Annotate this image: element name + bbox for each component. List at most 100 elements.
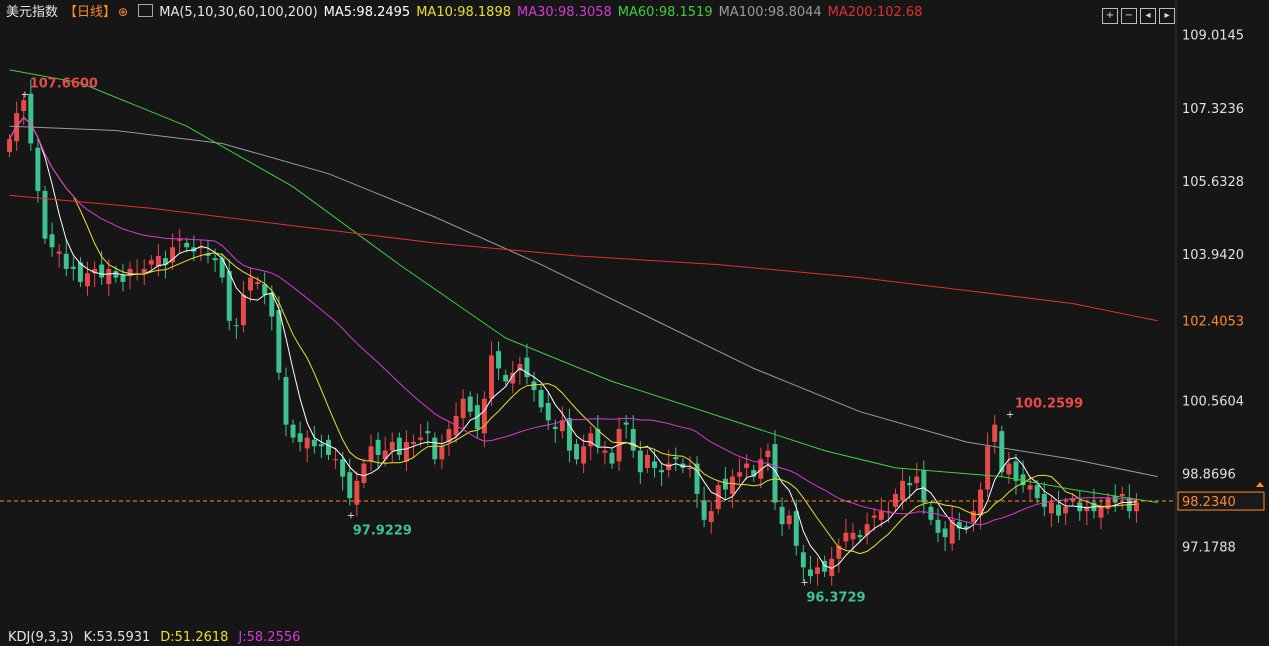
candle-body	[616, 428, 622, 462]
candle-body	[1105, 498, 1111, 510]
candle-body	[63, 253, 69, 269]
candle-body	[28, 93, 34, 144]
candle-body	[864, 524, 870, 535]
candle-body	[836, 545, 842, 559]
candle-body	[403, 441, 409, 462]
candle-body	[666, 463, 672, 471]
candle-body	[432, 437, 438, 460]
candle-body	[233, 325, 239, 327]
next-icon[interactable]: ▸	[1159, 8, 1175, 24]
candle-body	[1056, 504, 1061, 516]
candle-body	[1070, 498, 1076, 501]
candle-body	[793, 511, 799, 546]
candle-body	[978, 489, 984, 516]
candle-body	[347, 472, 353, 499]
candle-body	[467, 396, 473, 412]
kdj-label: KDJ(9,3,3)	[8, 630, 74, 645]
candle-body	[21, 100, 27, 112]
candle-body	[503, 374, 509, 382]
candle-body	[524, 357, 530, 378]
candle-body	[673, 457, 679, 460]
candle-body	[177, 238, 183, 241]
candle-body	[333, 459, 339, 461]
candle-body	[963, 526, 969, 529]
candle-body	[779, 506, 785, 525]
marker-plus: +	[800, 578, 808, 589]
ma200-line	[9, 194, 1158, 322]
candle-body	[829, 558, 835, 577]
candle-body	[354, 480, 360, 505]
toolbar: + − ◂ ▸	[1099, 3, 1175, 24]
ma-value-1: MA10:98.1898	[416, 5, 511, 20]
candle-body	[240, 294, 246, 326]
ma-value-3: MA60:98.1519	[617, 5, 713, 20]
candle-body	[311, 439, 317, 447]
hover-price-label: 102.4053	[1182, 315, 1244, 330]
candle-body	[375, 439, 381, 455]
candle-body	[162, 258, 168, 265]
candle-body	[1112, 496, 1118, 503]
add-symbol-icon[interactable]: ⊕	[118, 5, 129, 19]
candle-body	[637, 450, 643, 473]
candle-body	[113, 271, 119, 278]
candle-body	[1027, 485, 1033, 490]
y-tick-label: 100.5604	[1182, 394, 1244, 409]
candle-body	[99, 264, 105, 278]
candle-body	[35, 147, 41, 192]
candle-body	[361, 463, 367, 484]
candle-body	[7, 139, 13, 153]
candle-body	[326, 439, 331, 455]
candle-body	[885, 511, 891, 513]
candle-body	[446, 428, 452, 442]
candle-body	[42, 191, 48, 239]
extreme-label: 96.3729	[806, 591, 865, 606]
candle-body	[659, 470, 665, 473]
candle-body	[942, 528, 948, 538]
candle-body	[1119, 493, 1125, 497]
candle-body	[956, 521, 962, 529]
extreme-label: 100.2599	[1015, 396, 1083, 411]
candle-body	[935, 519, 941, 533]
candle-body	[687, 467, 693, 469]
candle-body	[623, 422, 629, 425]
candle-body	[389, 441, 395, 451]
candle-body	[92, 268, 98, 274]
candle-body	[14, 113, 20, 142]
candle-body	[1041, 493, 1047, 507]
ma10-line	[9, 116, 1137, 555]
candle-body	[269, 292, 275, 317]
candle-body	[751, 470, 757, 477]
marker-plus: +	[21, 89, 29, 100]
candle-body	[77, 262, 83, 282]
candle-body	[531, 381, 537, 391]
zoom-out-icon[interactable]: −	[1121, 8, 1137, 24]
candle-body	[155, 255, 161, 267]
candle-body	[248, 277, 253, 291]
candle-body	[439, 446, 445, 460]
candle-body	[566, 418, 572, 451]
y-tick-label: 107.3236	[1182, 102, 1244, 117]
ma-value-4: MA100:98.8044	[718, 5, 822, 20]
period-selector[interactable]: 【日线】	[64, 5, 117, 20]
candle-body	[708, 511, 714, 522]
candle-body	[857, 534, 863, 538]
zoom-in-icon[interactable]: +	[1102, 8, 1118, 24]
candle-body	[765, 450, 771, 458]
candle-body	[822, 560, 828, 572]
candle-body	[921, 470, 927, 503]
candle-body	[106, 268, 112, 285]
extreme-label: 107.6600	[30, 76, 98, 91]
prev-icon[interactable]: ◂	[1140, 8, 1156, 24]
candle-body	[318, 444, 324, 447]
ma-params[interactable]: MA(5,10,30,60,100,200)	[159, 5, 318, 20]
candle-body	[878, 511, 884, 520]
candle-body	[396, 437, 402, 455]
indicator-icon[interactable]	[138, 4, 154, 17]
candle-body	[552, 426, 558, 429]
candle-body	[219, 258, 225, 278]
candle-body	[772, 444, 778, 503]
candle-body	[1133, 502, 1139, 512]
ma-value-5: MA200:102.68	[827, 5, 923, 20]
y-tick-label: 109.0145	[1182, 29, 1244, 44]
